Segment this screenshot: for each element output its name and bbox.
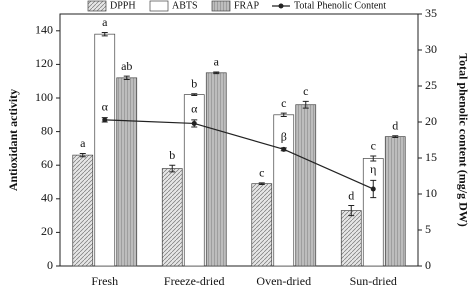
significance-letter: β bbox=[281, 130, 287, 144]
error-bar bbox=[280, 112, 287, 117]
error-bar bbox=[392, 135, 399, 138]
error-bar bbox=[258, 182, 265, 186]
error-bar bbox=[123, 75, 130, 81]
y-tick-label: 60 bbox=[41, 157, 53, 171]
significance-letter: d bbox=[348, 188, 354, 202]
point bbox=[102, 117, 108, 123]
significance-letter: b bbox=[191, 77, 197, 91]
legend-label: DPPH bbox=[110, 0, 136, 11]
significance-letter: a bbox=[80, 136, 86, 150]
bar bbox=[72, 154, 94, 267]
point bbox=[191, 120, 197, 126]
point bbox=[281, 146, 287, 152]
x-tick-label: Fresh bbox=[91, 274, 118, 288]
bar bbox=[161, 168, 183, 267]
y2-tick-label: 15 bbox=[425, 150, 437, 164]
error-bar bbox=[370, 155, 377, 162]
bar bbox=[205, 72, 227, 267]
error-bar bbox=[79, 152, 86, 158]
significance-letter: a bbox=[214, 55, 220, 69]
significance-letter: c bbox=[281, 96, 286, 110]
significance-letter: η bbox=[370, 162, 376, 176]
error-bar bbox=[213, 71, 220, 75]
y-axis-label: Antioxidant activity bbox=[6, 89, 20, 191]
bar bbox=[94, 33, 116, 267]
y2-tick-label: 35 bbox=[425, 6, 437, 20]
significance-letter: α bbox=[191, 102, 198, 116]
legend-label: Total Phenolic Content bbox=[294, 0, 386, 11]
legend-swatch bbox=[211, 0, 231, 12]
y-tick-label: 40 bbox=[41, 191, 53, 205]
significance-letter: ab bbox=[121, 59, 132, 73]
significance-letter: α bbox=[102, 99, 109, 113]
significance-letter: a bbox=[102, 15, 108, 29]
y-tick-label: 20 bbox=[41, 224, 53, 238]
error-bar bbox=[169, 164, 176, 173]
significance-letter: c bbox=[303, 84, 308, 98]
error-bar bbox=[191, 93, 198, 96]
significance-letter: b bbox=[169, 148, 175, 162]
bar bbox=[340, 210, 362, 267]
bar bbox=[116, 77, 138, 267]
x-tick-label: Sun-dried bbox=[350, 274, 397, 288]
y-tick-label: 100 bbox=[35, 90, 53, 104]
error-bar bbox=[302, 100, 309, 109]
error-bar bbox=[101, 31, 108, 37]
y-tick-label: 80 bbox=[41, 123, 53, 137]
y2-tick-label: 10 bbox=[425, 186, 437, 200]
y2-tick-label: 20 bbox=[425, 114, 437, 128]
legend-swatch bbox=[149, 0, 169, 12]
legend-swatch bbox=[87, 0, 107, 12]
y2-tick-label: 0 bbox=[425, 258, 431, 272]
significance-letter: c bbox=[259, 166, 264, 180]
significance-letter: d bbox=[392, 119, 398, 133]
y-tick-label: 120 bbox=[35, 56, 53, 70]
x-tick-label: Oven-dried bbox=[256, 274, 311, 288]
bar bbox=[251, 183, 273, 267]
y2-tick-label: 5 bbox=[425, 222, 431, 236]
bar bbox=[295, 104, 317, 267]
y-tick-label: 140 bbox=[35, 23, 53, 37]
error-bar bbox=[348, 205, 355, 217]
significance-letter: c bbox=[371, 139, 376, 153]
y-tick-label: 0 bbox=[47, 258, 53, 272]
x-tick-label: Freeze-dried bbox=[164, 274, 225, 288]
point bbox=[370, 186, 376, 192]
line bbox=[104, 119, 374, 190]
plot-frame bbox=[59, 13, 419, 267]
legend-label: ABTS bbox=[172, 0, 198, 11]
y2-tick-label: 30 bbox=[425, 42, 437, 56]
bar bbox=[384, 136, 406, 267]
legend-label: FRAP bbox=[234, 0, 259, 11]
y2-tick-label: 25 bbox=[425, 78, 437, 92]
y2-axis-label: Total phenolic content (mg/g DW) bbox=[456, 53, 470, 227]
legend-marker bbox=[278, 3, 284, 9]
